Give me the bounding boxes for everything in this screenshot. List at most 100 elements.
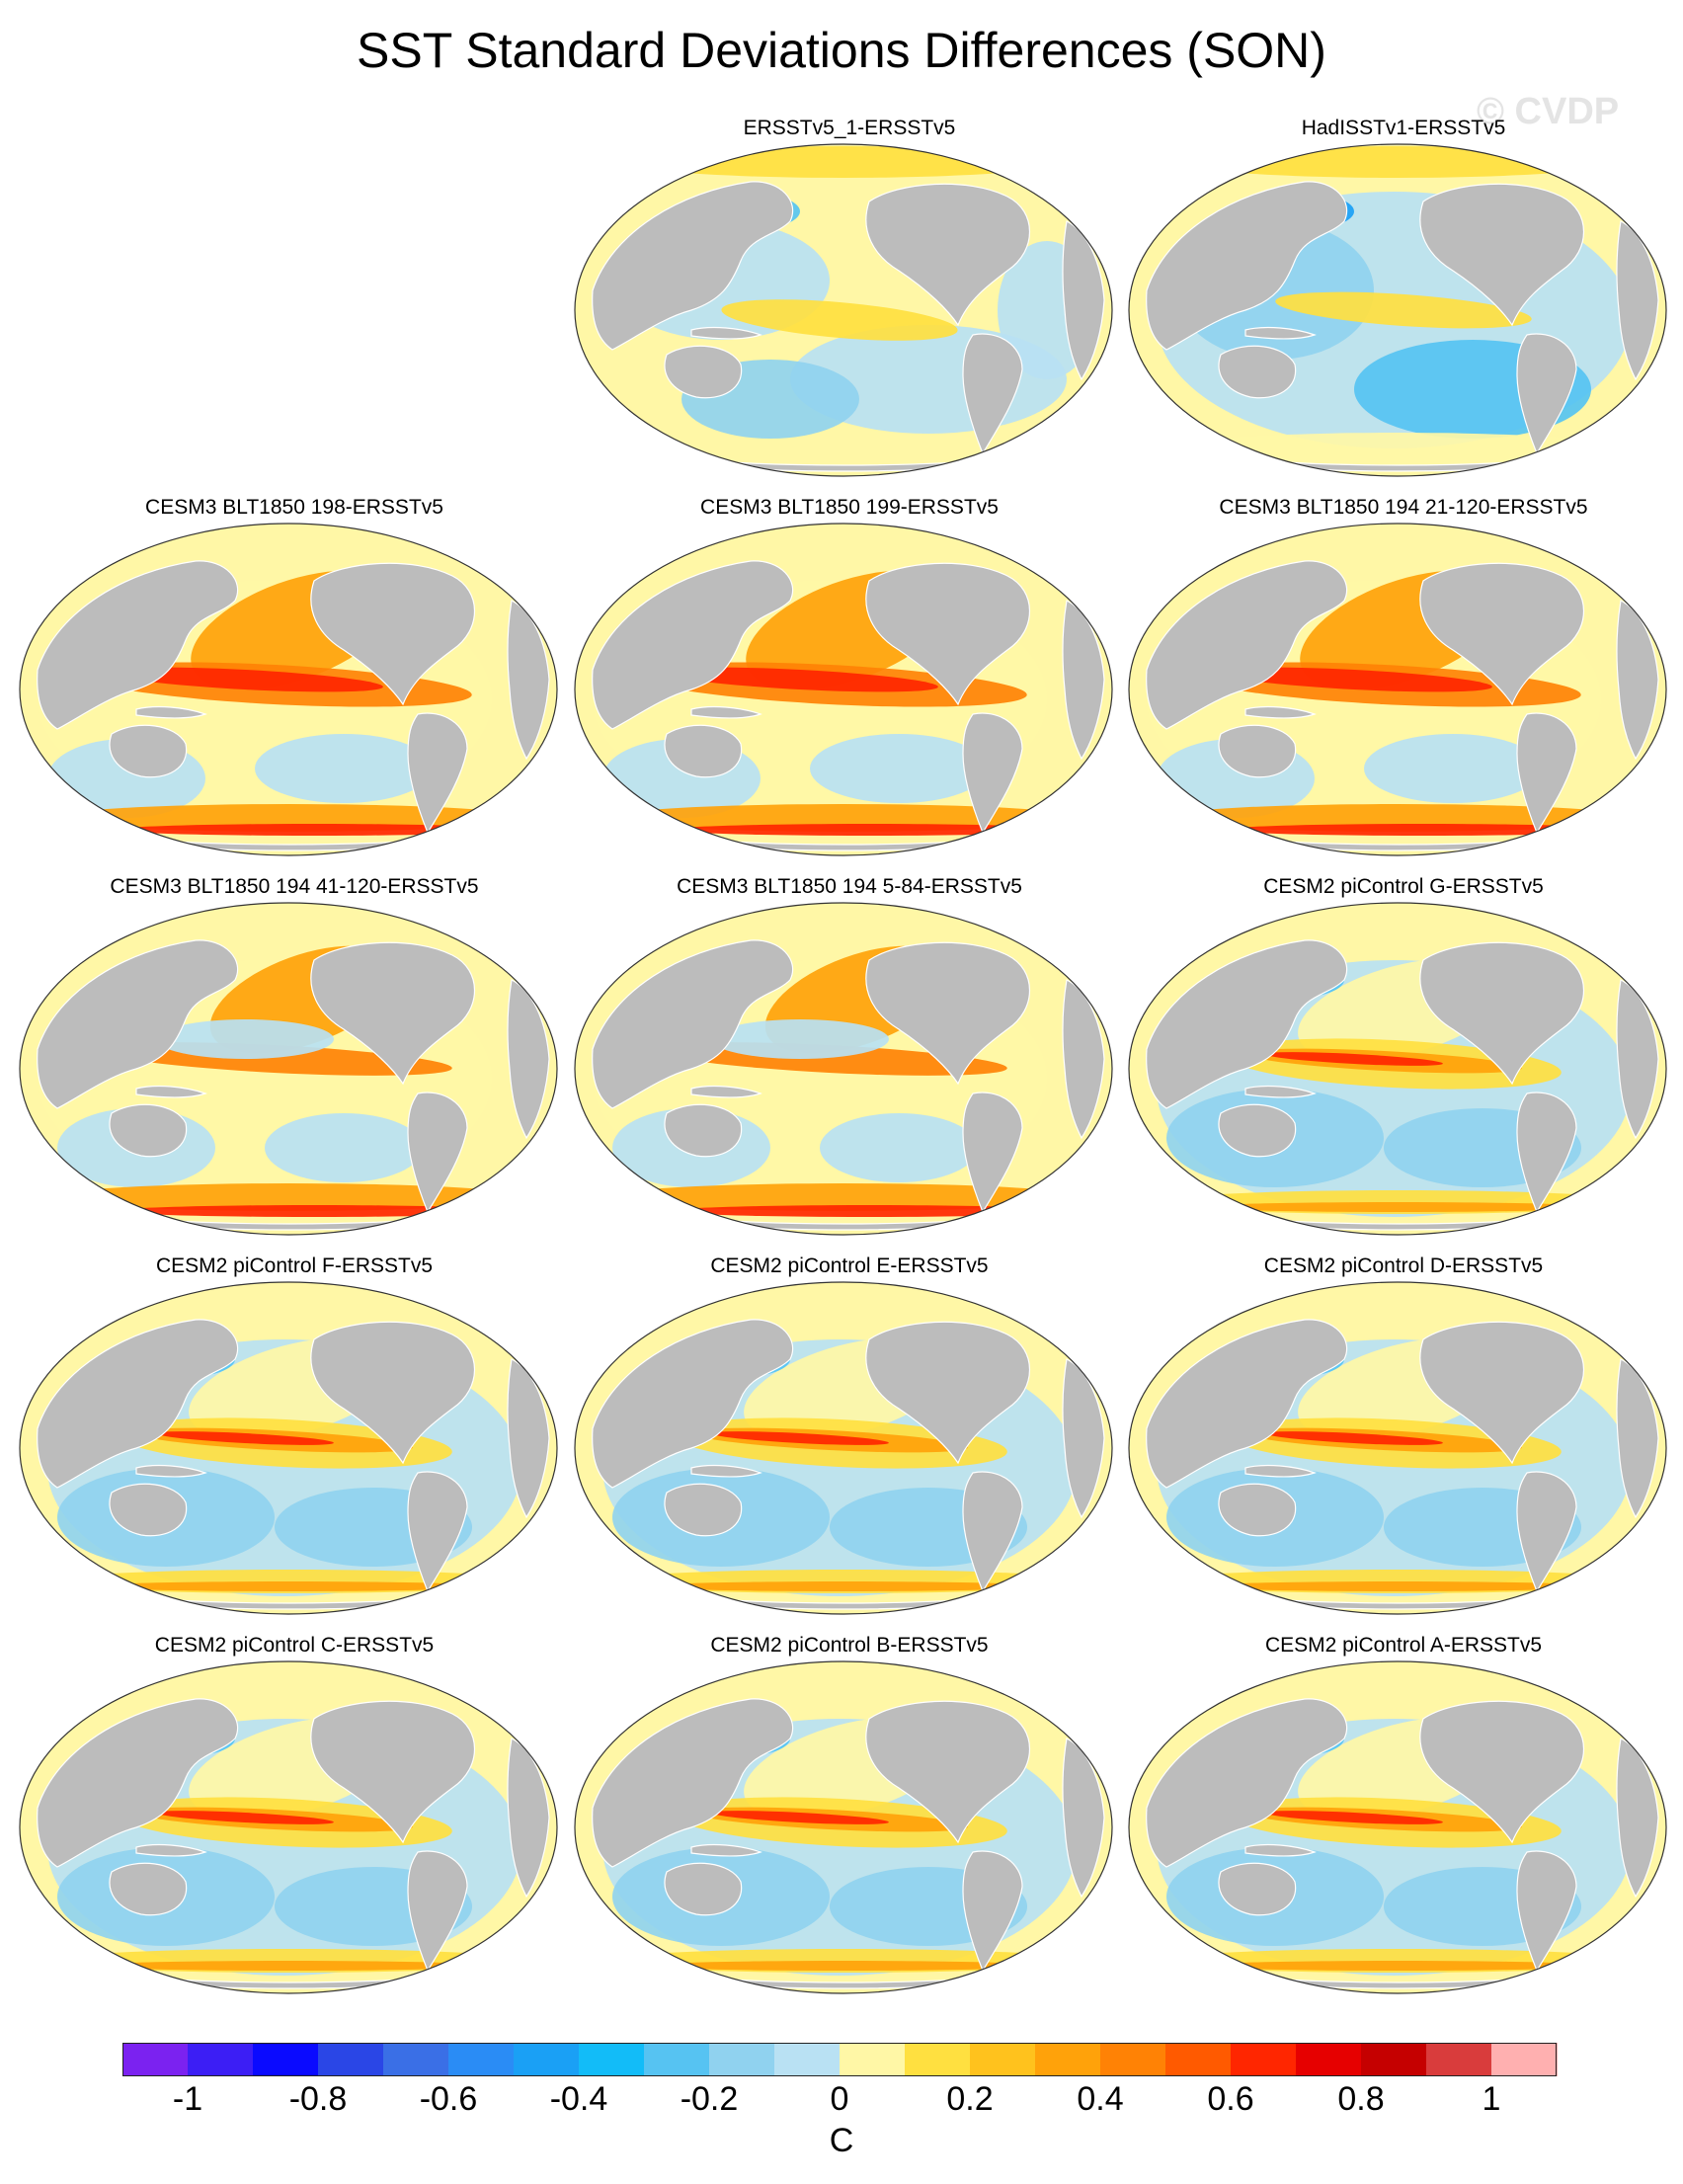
panel-title: CESM2 piControl E-ERSSTv5 (710, 1254, 989, 1277)
map-outline (19, 1281, 558, 1615)
colorbar-swatch (1231, 2043, 1297, 2076)
colorbar-swatch (905, 2043, 971, 2076)
map-outline (1128, 143, 1667, 477)
land-mask (1146, 939, 1659, 1231)
map-panel: CESM3 BLT1850 194 41-120-ERSSTv5 (18, 875, 571, 1251)
colorbar-swatch (774, 2043, 841, 2076)
colorbar-swatch (1035, 2043, 1101, 2076)
colorbar-swatch (1361, 2043, 1427, 2076)
colorbar-swatch (448, 2043, 515, 2076)
map-panel: CESM3 BLT1850 194 21-120-ERSSTv5 (1127, 496, 1680, 871)
map-panel: CESM2 piControl E-ERSSTv5 (573, 1254, 1126, 1630)
colorbar-tick-label: 0 (830, 2080, 849, 2118)
colorbar-swatch (318, 2043, 384, 2076)
panel-title: CESM2 piControl B-ERSSTv5 (710, 1634, 989, 1657)
panel-title: CESM2 piControl A-ERSSTv5 (1264, 1634, 1543, 1657)
land-mask (1146, 1319, 1659, 1610)
colorbar-tick-label: 1 (1482, 2080, 1501, 2118)
map-outline (19, 1660, 558, 1994)
map-outline (574, 523, 1113, 856)
map-panel: CESM3 BLT1850 194 5-84-ERSSTv5 (573, 875, 1126, 1251)
land-mask (592, 1319, 1105, 1610)
figure-title: SST Standard Deviations Differences (SON… (357, 23, 1326, 78)
world-map (574, 1281, 1113, 1615)
world-map (1128, 523, 1667, 856)
cvdp-watermark: © CVDP (1477, 91, 1620, 132)
colorbar-swatch (840, 2043, 906, 2076)
world-map (19, 523, 558, 856)
panel-title: CESM3 BLT1850 194 21-120-ERSSTv5 (1219, 496, 1588, 519)
panel-title: HadISSTv1-ERSSTv5 (1301, 117, 1506, 139)
land-mask (1146, 1698, 1659, 1989)
panel-title: CESM2 piControl G-ERSSTv5 (1263, 875, 1544, 898)
land-mask (37, 939, 550, 1231)
colorbar-tick-label: -1 (172, 2080, 203, 2118)
panel-title: CESM3 BLT1850 199-ERSSTv5 (700, 496, 999, 519)
world-map (574, 523, 1113, 856)
panel-title: CESM3 BLT1850 194 5-84-ERSSTv5 (677, 875, 1022, 898)
map-outline (574, 143, 1113, 477)
colorbar-swatch (970, 2043, 1036, 2076)
world-map (19, 1660, 558, 1994)
map-outline (1128, 902, 1667, 1236)
map-outline (1128, 1660, 1667, 1994)
colorbar-unit: C (829, 2122, 854, 2159)
world-map (19, 1281, 558, 1615)
map-panel: CESM3 BLT1850 199-ERSSTv5 (573, 496, 1126, 871)
world-map (1128, 1660, 1667, 1994)
colorbar-swatch (579, 2043, 645, 2076)
map-panel: CESM2 piControl C-ERSSTv5 (18, 1634, 571, 2009)
world-map (574, 143, 1113, 477)
land-mask (37, 1698, 550, 1989)
world-map (19, 902, 558, 1236)
colorbar (122, 2043, 1558, 2076)
map-panel: CESM2 piControl G-ERSSTv5 (1127, 875, 1680, 1251)
panel-title: CESM2 piControl D-ERSSTv5 (1263, 1254, 1544, 1277)
map-outline (1128, 523, 1667, 856)
map-outline (574, 1281, 1113, 1615)
land-mask (1146, 560, 1659, 851)
colorbar-tick-label: 0.2 (946, 2080, 994, 2118)
colorbar-swatch (709, 2043, 775, 2076)
world-map (1128, 1281, 1667, 1615)
colorbar-swatch (644, 2043, 710, 2076)
world-map (574, 1660, 1113, 1994)
colorbar-tick-label: -0.6 (419, 2080, 478, 2118)
map-panel: CESM2 piControl B-ERSSTv5 (573, 1634, 1126, 2009)
panel-title: CESM3 BLT1850 194 41-120-ERSSTv5 (110, 875, 479, 898)
colorbar-tick-label: 0.8 (1337, 2080, 1385, 2118)
colorbar-swatch (383, 2043, 449, 2076)
map-panel: CESM2 piControl D-ERSSTv5 (1127, 1254, 1680, 1630)
world-map (1128, 143, 1667, 477)
colorbar-swatch (1491, 2043, 1558, 2076)
map-panel: CESM2 piControl A-ERSSTv5 (1127, 1634, 1680, 2009)
map-outline (1128, 1281, 1667, 1615)
world-map (574, 902, 1113, 1236)
map-panel: CESM3 BLT1850 198-ERSSTv5 (18, 496, 571, 871)
map-outline (19, 902, 558, 1236)
panel-title: CESM3 BLT1850 198-ERSSTv5 (145, 496, 443, 519)
map-panel: CESM2 piControl F-ERSSTv5 (18, 1254, 571, 1630)
colorbar-tick-label: -0.8 (288, 2080, 348, 2118)
colorbar-tick-label: -0.2 (680, 2080, 739, 2118)
map-panel: HadISSTv1-ERSSTv5 (1127, 117, 1680, 492)
panel-title: CESM2 piControl F-ERSSTv5 (155, 1254, 434, 1277)
colorbar-tick-label: -0.4 (549, 2080, 608, 2118)
colorbar-tick-label: 0.6 (1207, 2080, 1254, 2118)
colorbar-swatch (253, 2043, 319, 2076)
land-mask (1146, 181, 1659, 472)
colorbar-swatch (1426, 2043, 1492, 2076)
colorbar-frame (122, 2043, 1557, 2076)
panel-title: ERSSTv5_1-ERSSTv5 (743, 117, 956, 139)
colorbar-tick-label: 0.4 (1077, 2080, 1124, 2118)
land-mask (592, 939, 1105, 1231)
map-outline (19, 523, 558, 856)
colorbar-swatch (1165, 2043, 1232, 2076)
map-outline (574, 902, 1113, 1236)
map-outline (574, 1660, 1113, 1994)
panel-title: CESM2 piControl C-ERSSTv5 (154, 1634, 435, 1657)
colorbar-swatch (188, 2043, 254, 2076)
colorbar-swatch (1100, 2043, 1166, 2076)
colorbar-swatch (122, 2043, 189, 2076)
colorbar-swatch (514, 2043, 580, 2076)
